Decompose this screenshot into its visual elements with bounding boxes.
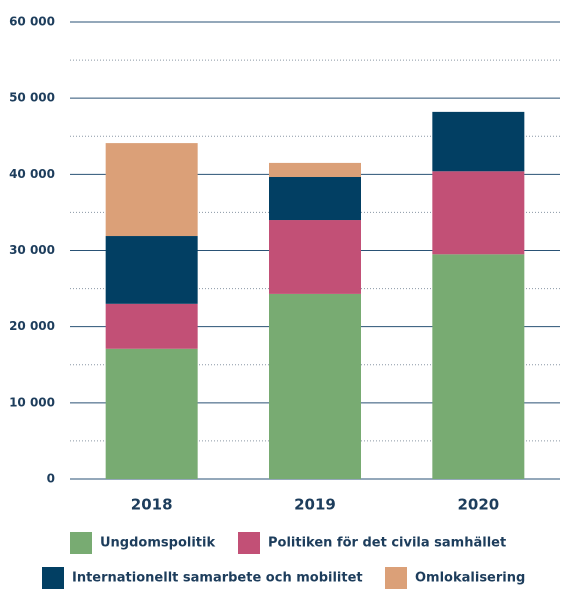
legend-swatch (238, 532, 260, 554)
y-tick-label: 20 000 (9, 319, 55, 333)
bar-segment (269, 176, 361, 221)
y-tick-label: 60 000 (9, 15, 55, 29)
bar-segment (105, 143, 198, 237)
x-tick-label: 2018 (131, 496, 173, 514)
x-tick-label: 2019 (294, 496, 336, 514)
bar-segment (269, 162, 361, 177)
legend-label: Politiken för det civila samhället (268, 536, 506, 551)
y-tick-label: 0 (47, 472, 55, 486)
legend-label: Internationellt samarbete och mobilitet (72, 571, 363, 586)
legend-swatch (385, 567, 407, 589)
bar-segment (105, 303, 198, 349)
x-tick-label: 2020 (457, 496, 499, 514)
legend-label: Omlokalisering (415, 571, 525, 586)
legend-label: Ungdomspolitik (100, 536, 215, 551)
bar-segment (432, 254, 525, 479)
y-tick-label: 50 000 (9, 91, 55, 105)
bar-segment (105, 236, 198, 304)
bar-segment (269, 220, 361, 294)
legend-swatch (70, 532, 92, 554)
y-tick-label: 10 000 (9, 395, 55, 409)
bar-segment (432, 171, 525, 255)
bar-segment (269, 293, 361, 479)
y-tick-label: 30 000 (9, 243, 55, 257)
legend-swatch (42, 567, 64, 589)
bar-segment (432, 111, 525, 172)
bar-segment (105, 348, 198, 479)
y-tick-label: 40 000 (9, 167, 55, 181)
